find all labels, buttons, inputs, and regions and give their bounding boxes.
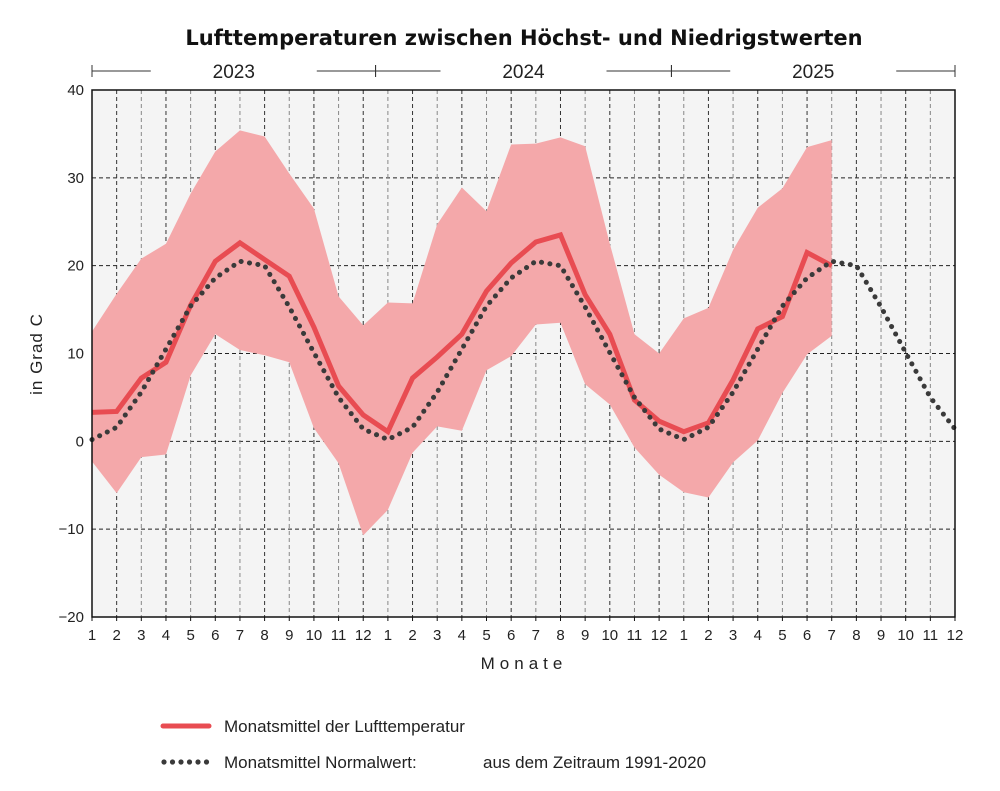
x-tick-label: 9	[285, 627, 293, 644]
x-tick-label: 4	[458, 627, 466, 644]
x-axis-ticks: 1 2 3 4 5 6 7 8 9 10 11 12 1 2 3 4 5 6 7 8 9 10 11 12 1 2 3 4 5 6 7 8 9 1…	[88, 617, 964, 644]
x-tick-label: 11	[331, 627, 347, 644]
x-axis-title: Monate	[481, 654, 568, 673]
legend-dot	[169, 759, 176, 765]
x-tick-label: 3	[433, 627, 441, 644]
chart-title: Lufttemperaturen zwischen Höchst- und Ni…	[185, 26, 862, 50]
x-tick-label: 1	[384, 627, 392, 644]
x-tick-label: 7	[236, 627, 244, 644]
year-label: 2024	[502, 62, 545, 83]
x-tick-label: 2	[112, 627, 120, 644]
x-tick-label: 4	[754, 627, 762, 644]
y-axis-ticks: 40 30 20 10 0 −10 −20	[59, 82, 84, 626]
plot-frame	[91, 89, 956, 618]
y-tick-label: −10	[59, 521, 84, 538]
x-tick-label: 6	[507, 627, 515, 644]
x-tick-label: 8	[260, 627, 268, 644]
x-tick-label: 10	[306, 627, 323, 644]
x-tick-label: 9	[877, 627, 885, 644]
x-tick-label: 8	[556, 627, 564, 644]
x-tick-label: 12	[651, 627, 668, 644]
y-tick-label: 20	[67, 258, 84, 275]
x-tick-label: 9	[581, 627, 589, 644]
y-tick-label: −20	[59, 609, 84, 626]
y-tick-label: 10	[67, 346, 84, 363]
x-tick-label: 1	[88, 627, 96, 644]
y-tick-label: 30	[67, 170, 84, 187]
x-tick-label: 7	[828, 627, 836, 644]
x-tick-label: 5	[186, 627, 194, 644]
mean-temperature-line	[91, 231, 833, 436]
x-tick-label: 2	[704, 627, 712, 644]
y-axis-title: in Grad C	[27, 313, 46, 395]
y-tick-label: 40	[67, 82, 84, 99]
x-tick-label: 12	[355, 627, 372, 644]
legend-mean-label: Monatsmittel der Lufttemperatur	[224, 717, 465, 736]
legend-dot	[161, 759, 167, 765]
x-tick-label: 3	[137, 627, 145, 644]
normal-temperature-series	[89, 258, 958, 443]
year-brackets: 2023 2024 2025	[91, 62, 956, 83]
year-label: 2023	[213, 62, 255, 83]
x-tick-label: 3	[729, 627, 737, 644]
legend-dot	[195, 759, 201, 765]
legend-normal-note: aus dem Zeitraum 1991-2020	[483, 753, 706, 772]
legend-normal-label: Monatsmittel Normalwert:	[224, 753, 417, 772]
legend-dot	[186, 759, 193, 765]
x-tick-label: 12	[947, 627, 964, 644]
y-tick-label: 0	[76, 433, 84, 450]
legend: Monatsmittel der Lufttemperatur Monatsmi…	[160, 717, 706, 772]
year-label: 2025	[792, 62, 834, 83]
legend-dot	[178, 759, 184, 765]
x-tick-label: 10	[897, 627, 914, 644]
legend-normal-swatch	[161, 759, 210, 765]
x-tick-label: 4	[162, 627, 170, 644]
x-tick-label: 10	[601, 627, 618, 644]
x-tick-label: 2	[408, 627, 416, 644]
x-tick-label: 6	[211, 627, 219, 644]
x-tick-label: 11	[627, 627, 643, 644]
legend-dot	[203, 759, 210, 765]
x-tick-label: 8	[852, 627, 860, 644]
normal-temperature-line	[89, 258, 958, 443]
x-tick-label: 6	[803, 627, 811, 644]
x-tick-label: 7	[532, 627, 540, 644]
x-tick-label: 5	[778, 627, 786, 644]
x-tick-label: 1	[680, 627, 688, 644]
x-tick-label: 5	[482, 627, 490, 644]
x-tick-label: 11	[923, 627, 939, 644]
mean-temperature-series	[91, 231, 833, 436]
